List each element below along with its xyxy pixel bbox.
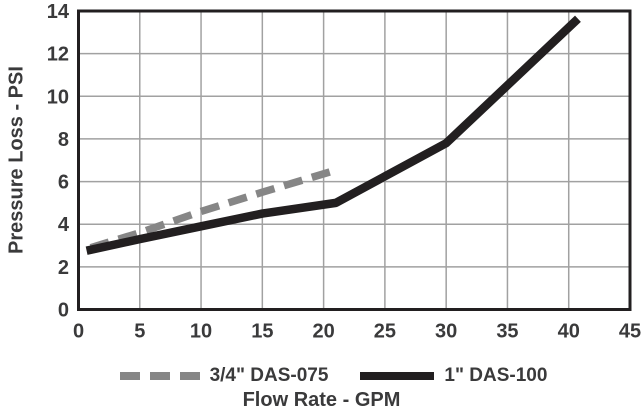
gridlines xyxy=(78,11,630,310)
legend-solid-swatch xyxy=(360,372,435,380)
y-tick-label: 10 xyxy=(47,86,69,108)
y-tick-label: 0 xyxy=(58,300,69,322)
y-tick-label: 12 xyxy=(47,44,69,66)
plot-frame xyxy=(77,9,632,311)
legend-label-das100: 1" DAS-100 xyxy=(444,365,548,386)
y-tick-label: 14 xyxy=(47,1,70,23)
legend-item-das075: 3/4" DAS-075 xyxy=(119,365,329,387)
y-tick-label: 2 xyxy=(58,257,69,279)
x-tick-label: 10 xyxy=(190,321,212,343)
x-tick-label: 20 xyxy=(312,321,334,343)
x-tick-label: 40 xyxy=(558,321,580,343)
y-tick-label: 8 xyxy=(58,129,69,151)
axis-tick-labels: 0 5 10 15 20 25 30 35 40 45 0 2 4 6 8 10 12 14 xyxy=(47,1,641,343)
x-tick-label: 15 xyxy=(251,321,273,343)
x-tick-label: 0 xyxy=(73,321,84,343)
legend-dashed-swatch xyxy=(119,372,200,380)
y-tick-label: 4 xyxy=(58,214,70,236)
x-tick-label: 35 xyxy=(496,321,518,343)
x-tick-label: 5 xyxy=(134,321,145,343)
series-line-dashed xyxy=(89,168,331,252)
legend-label-das075: 3/4" DAS-075 xyxy=(209,365,329,386)
plot-frame-group xyxy=(77,9,632,311)
chart-plot-area: 0 5 10 15 20 25 30 35 40 45 0 2 4 6 8 10 12 14 xyxy=(47,1,641,343)
x-tick-label: 45 xyxy=(619,321,641,343)
legend-item-das100: 1" DAS-100 xyxy=(360,365,547,387)
x-axis-title: Flow Rate - GPM xyxy=(242,389,401,411)
data-series xyxy=(85,15,581,255)
x-tick-label: 25 xyxy=(374,321,396,343)
series-line-solid xyxy=(85,15,581,255)
y-tick-label: 6 xyxy=(58,172,69,194)
legend: 3/4" DAS-075 1" DAS-100 xyxy=(12,363,643,389)
x-tick-label: 30 xyxy=(435,321,457,343)
